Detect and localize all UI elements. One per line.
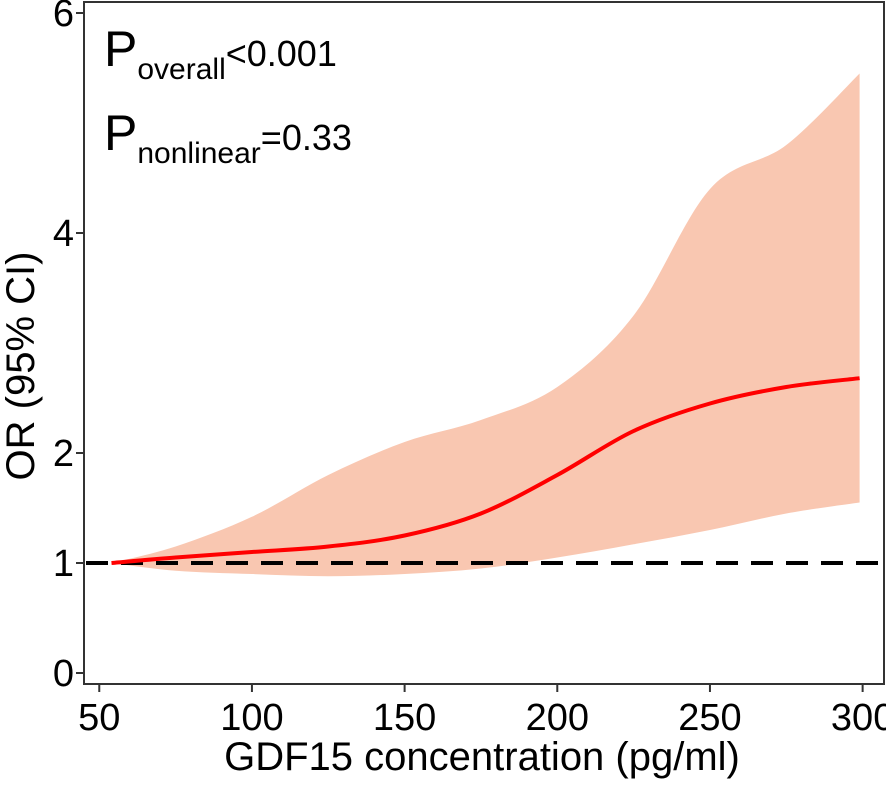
p-overall-value: <0.001 bbox=[226, 33, 337, 74]
x-tick-label-150: 150 bbox=[373, 697, 436, 739]
y-tick-label-4: 4 bbox=[53, 213, 74, 255]
p-nonlinear-value: =0.33 bbox=[261, 117, 352, 158]
p-overall-annotation: Poverall<0.001 bbox=[104, 21, 337, 86]
y-axis-title: OR (95% CI) bbox=[0, 252, 43, 481]
x-tick-label-250: 250 bbox=[678, 697, 741, 739]
y-axis: 0 1 2 4 6 bbox=[53, 0, 84, 695]
x-tick-label-300: 300 bbox=[831, 697, 886, 739]
or-series-line bbox=[111, 376, 860, 565]
x-tick-label-50: 50 bbox=[78, 697, 120, 739]
p-overall-subscript: overall bbox=[137, 53, 225, 86]
ci-band bbox=[111, 73, 860, 577]
x-axis: 50 100 150 200 250 300 bbox=[78, 684, 886, 739]
plot-frame bbox=[83, 1, 885, 685]
x-axis-title: GDF15 concentration (pg/ml) bbox=[224, 735, 740, 779]
x-tick-label-200: 200 bbox=[526, 697, 589, 739]
y-tick-label-6: 6 bbox=[53, 0, 74, 35]
y-tick-label-0: 0 bbox=[53, 653, 74, 695]
p-nonlinear-annotation: Pnonlinear=0.33 bbox=[104, 105, 352, 170]
y-tick-label-1: 1 bbox=[53, 543, 74, 585]
p-overall-symbol: P bbox=[104, 21, 137, 77]
y-tick-label-2: 2 bbox=[53, 433, 74, 475]
p-nonlinear-symbol: P bbox=[104, 105, 137, 161]
x-tick-label-100: 100 bbox=[220, 697, 283, 739]
p-nonlinear-subscript: nonlinear bbox=[137, 137, 260, 170]
